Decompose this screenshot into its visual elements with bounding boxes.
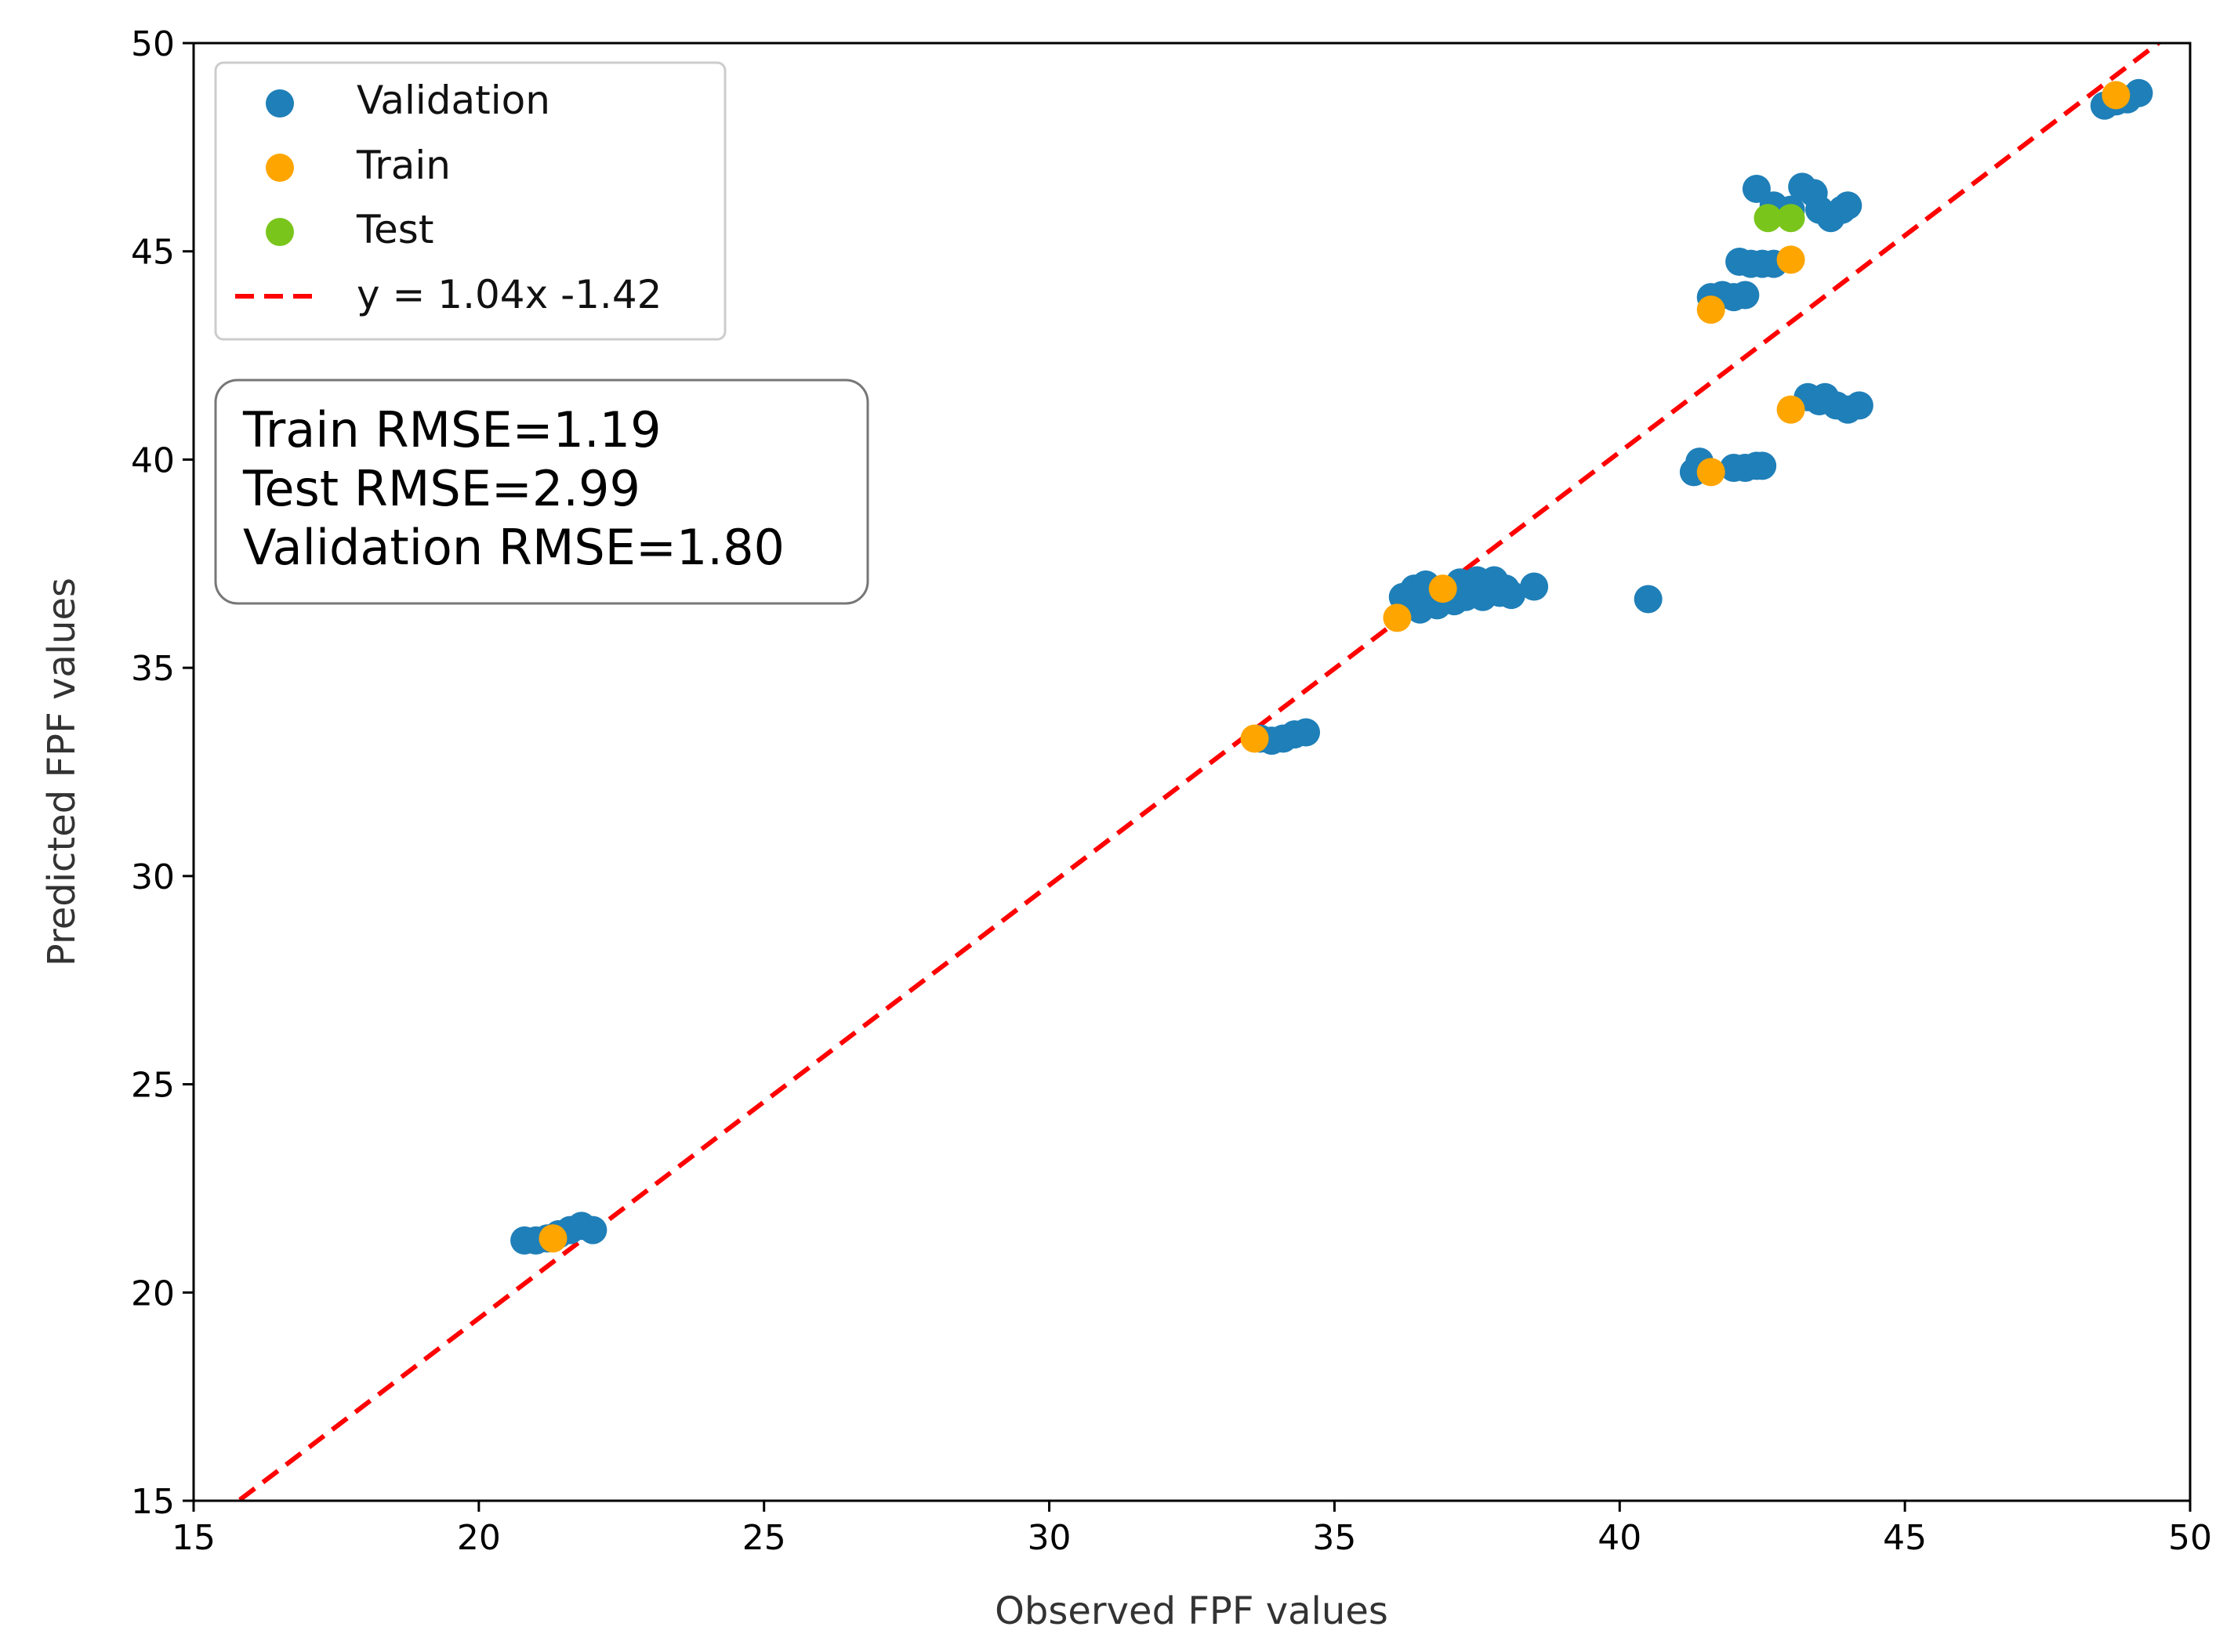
x-axis-label: Observed FPF values: [995, 1589, 1388, 1633]
legend-label-validation: Validation: [357, 78, 550, 123]
legend-box: [214, 61, 727, 341]
point-validation: [1497, 581, 1526, 610]
point-train: [1428, 574, 1457, 603]
point-validation: [578, 1215, 607, 1244]
x-tick-label: 30: [1028, 1518, 1072, 1558]
x-tick-label: 35: [1312, 1518, 1356, 1558]
series-validation: [510, 78, 2153, 1255]
legend-label-fit-line: y = 1.04x -1.42: [357, 272, 662, 317]
fit-line-layer: [234, 43, 2163, 1501]
rmse-train-text: Train RMSE=1.19: [242, 401, 662, 458]
point-validation: [1292, 718, 1321, 747]
legend: Validation Train Test y = 1.04x -1.42: [214, 61, 727, 341]
y-tick-label: 35: [131, 649, 175, 689]
rmse-annotation-box: [214, 379, 869, 605]
points-layer: [510, 78, 2153, 1255]
point-test: [1776, 204, 1805, 233]
legend-marker-test: [266, 218, 294, 246]
x-tick-label: 25: [742, 1518, 786, 1558]
point-train: [1696, 295, 1725, 324]
legend-label-test: Test: [356, 207, 433, 252]
point-validation: [1844, 391, 1873, 420]
x-tick-label: 50: [2168, 1518, 2212, 1558]
x-tick-label: 40: [1598, 1518, 1641, 1558]
point-validation: [2124, 78, 2153, 107]
legend-marker-validation: [266, 89, 294, 118]
point-train: [1776, 245, 1805, 274]
plot-frame: [192, 42, 2192, 1502]
rmse-validation-text: Validation RMSE=1.80: [243, 519, 785, 576]
rmse-annotation: Train RMSE=1.19 Test RMSE=2.99 Validatio…: [214, 379, 869, 605]
point-validation: [1520, 572, 1549, 601]
rmse-test-text: Test RMSE=2.99: [242, 460, 640, 517]
series-train: [539, 81, 2131, 1253]
point-validation: [1731, 281, 1760, 310]
point-validation: [1634, 585, 1663, 614]
point-train: [1696, 458, 1725, 487]
point-test: [1753, 204, 1782, 233]
x-tick-label: 20: [457, 1518, 501, 1558]
y-axis: 15 20 25 30 35 40 45 50: [131, 24, 194, 1522]
point-train: [1383, 603, 1412, 632]
y-tick-label: 30: [131, 857, 175, 897]
y-tick-label: 25: [131, 1066, 175, 1106]
y-tick-label: 45: [131, 233, 175, 273]
point-train: [2102, 81, 2131, 110]
series-test: [1753, 204, 1805, 233]
y-tick-label: 40: [131, 440, 175, 480]
point-train: [1240, 724, 1269, 753]
point-train: [1776, 395, 1805, 424]
y-tick-label: 15: [131, 1482, 175, 1522]
x-tick-label: 45: [1883, 1518, 1927, 1558]
y-tick-label: 20: [131, 1273, 175, 1313]
point-validation: [1833, 191, 1862, 220]
y-tick-label: 50: [131, 24, 175, 64]
fit-line: [234, 43, 2163, 1501]
point-validation: [1748, 451, 1777, 480]
point-train: [539, 1224, 568, 1253]
legend-marker-train: [266, 154, 294, 182]
x-axis: 15 20 25 30 35 40 45 50: [172, 1501, 2212, 1558]
legend-label-train: Train: [356, 143, 451, 188]
x-tick-label: 15: [172, 1518, 216, 1558]
y-axis-label: Predicted FPF values: [40, 578, 84, 966]
